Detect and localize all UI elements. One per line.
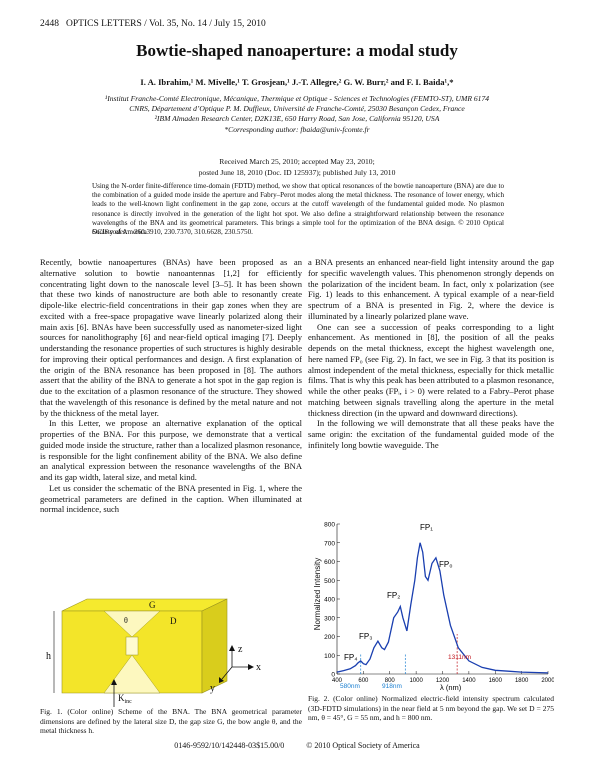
x-tick-label: 400 [332, 678, 343, 684]
x-tick-labels: 400 600 800 1000 1200 1400 1600 1800 2000 [332, 671, 554, 684]
affiliation-1a: ¹Institut Franche-Comté Electronique, Mé… [104, 94, 490, 103]
page-footer: 0146-9592/10/142448-03$15.00/0 © 2010 Op… [0, 741, 594, 750]
paragraph-peaks: One can see a succession of peaks corres… [308, 321, 554, 418]
figure-2-chart: Normalized Intensity 0 100 200 300 400 500 600… [313, 522, 554, 693]
marker-label-580nm: 580nm [340, 683, 360, 690]
affiliation-2: ²IBM Almaden Research Center, D2K13E, 65… [154, 114, 440, 124]
y-axis-arrowhead [219, 677, 224, 683]
y-tick-label: 500 [324, 578, 335, 585]
running-header: 2448 OPTICS LETTERS / Vol. 35, No. 14 / … [40, 19, 554, 33]
corresponding-author: *Corresponding author: fbaida@univ-fcomt… [224, 124, 370, 134]
bowtie-upper-lobe [103, 610, 161, 638]
y-axis [221, 666, 233, 680]
x-tick-label: 1400 [462, 678, 476, 684]
slab-top-face [61, 598, 228, 612]
wavelength-markers [360, 634, 458, 674]
paragraph-proposal: In this Letter, we propose an alternativ… [40, 418, 302, 482]
article-code: 0146-9592/10/142448-03$15.00/0 [174, 741, 285, 750]
page-number: 2448 [40, 19, 59, 29]
label-D: D [170, 616, 177, 626]
affiliations: ¹Institut Franche-Comté Electronique, Mé… [40, 94, 554, 135]
paper-title: Bowtie-shaped nanoaperture: a modal stud… [136, 41, 458, 60]
y-tick-label: 700 [324, 540, 335, 547]
incident-wave-arrowhead [111, 679, 117, 685]
left-column: Recently, bowtie nanoapertures (BNAs) ha… [40, 257, 302, 515]
paragraph-intro: Recently, bowtie nanoapertures (BNAs) ha… [40, 257, 302, 418]
publication-dates: Received March 25, 2010; accepted May 23… [0, 157, 594, 178]
peak-label-fp1: FP₁ [420, 523, 433, 532]
ocis-values: 260.3910, 230.7370, 310.6628, 230.5750. [134, 228, 253, 236]
x-tick-label: 1000 [409, 678, 423, 684]
label-h: h [46, 651, 51, 662]
x-tick-label: 600 [358, 678, 369, 684]
x-tick-label: 1200 [436, 678, 450, 684]
marker-label-1311nm: 1311nm [448, 654, 471, 661]
spectrum-line [336, 542, 549, 674]
label-y: y [210, 683, 215, 694]
label-G: G [149, 600, 156, 610]
z-axis-arrowhead [229, 645, 235, 651]
y-tick-label: 800 [324, 522, 335, 529]
x-tick-label: 2000 [541, 678, 554, 684]
right-column: a BNA presents an enhanced near-field li… [308, 257, 554, 451]
label-k: Kinc [118, 693, 132, 705]
x-tick-label: 1800 [515, 678, 529, 684]
x-axis-label: λ (nm) [440, 683, 462, 692]
ocis-label: OCIS codes: [92, 228, 129, 236]
y-tick-label: 400 [324, 597, 335, 604]
paragraph-schematic: Let us consider the schematic of the BNA… [40, 482, 302, 515]
y-tick-labels: 0 100 200 300 400 500 600 700 800 [324, 522, 340, 679]
abstract: Using the N-order finite-difference time… [92, 182, 504, 237]
peak-label-fp4: FP₄ [344, 653, 358, 662]
figure-2-caption: Fig. 2. (Color online) Normalized electr… [308, 694, 554, 723]
x-tick-label: 800 [385, 678, 396, 684]
author-list: I. A. Ibrahim,¹ M. Mivelle,¹ T. Grosjean… [140, 77, 454, 87]
label-z: z [238, 644, 243, 655]
journal-citation: OPTICS LETTERS / Vol. 35, No. 14 / July … [66, 19, 266, 29]
peak-label-fp3: FP₃ [359, 632, 372, 641]
peak-label-fp2: FP₂ [387, 591, 400, 600]
affiliation-1b: CNRS, Département d’Optique P. M. Duffie… [129, 104, 465, 114]
copyright: © 2010 Optical Society of America [306, 741, 420, 750]
paragraph-enhancement: a BNA presents an enhanced near-field li… [308, 257, 554, 321]
figure-1-schematic: G θ D h Kinc z x y [46, 598, 261, 707]
x-axis-arrowhead [248, 664, 254, 670]
y-tick-label: 200 [324, 634, 335, 641]
y-tick-label: 100 [324, 653, 335, 660]
slab-side-face [201, 598, 228, 694]
label-x: x [256, 662, 261, 673]
bowtie-gap [125, 636, 139, 656]
peak-label-fp0: FP₀ [439, 560, 453, 569]
y-tick-label: 300 [324, 615, 335, 622]
bowtie-lower-lobe [103, 654, 161, 694]
ocis-codes: OCIS codes: 260.3910, 230.7370, 310.6628,… [92, 228, 504, 236]
label-theta: θ [124, 616, 128, 625]
posted-line: posted June 18, 2010 (Doc. ID 125937); p… [198, 167, 396, 177]
y-axis-label: Normalized Intensity [313, 558, 322, 630]
x-tick-label: 1600 [489, 678, 503, 684]
figure-1-caption: Fig. 1. (Color online) Scheme of the BNA… [40, 707, 302, 736]
y-tick-label: 600 [324, 559, 335, 566]
paragraph-following: In the following we will demonstrate tha… [308, 418, 554, 450]
y-tick-label: 0 [331, 672, 335, 679]
marker-label-918nm: 918nm [382, 683, 402, 690]
received-line: Received March 25, 2010; accepted May 23… [219, 157, 375, 166]
